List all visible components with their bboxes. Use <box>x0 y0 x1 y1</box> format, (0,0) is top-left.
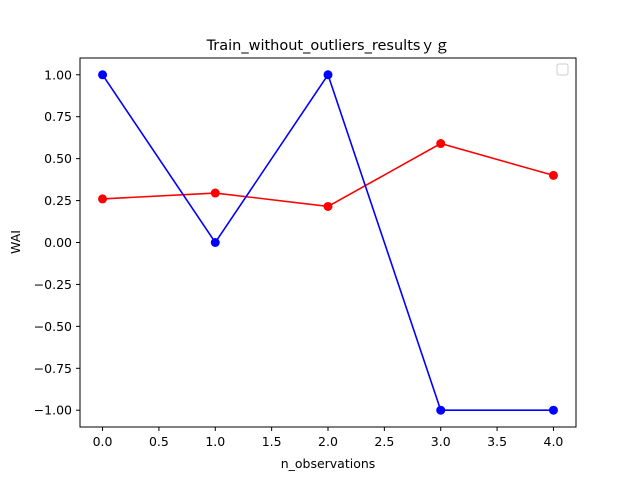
chart-title: Train_without_outliers_resultsｙｇ <box>206 38 450 54</box>
x-tick-label: 2.0 <box>318 434 338 449</box>
x-axis-label: n_observations <box>281 456 376 471</box>
series-0-point <box>98 194 108 204</box>
y-tick-label: 0.75 <box>44 109 72 124</box>
y-tick-label: −0.50 <box>34 319 72 334</box>
axes: 0.0 0.5 1.0 1.5 2.0 2.5 3.0 3.5 4.0 1.00 0.75 0.50 0… <box>34 57 577 449</box>
y-tick-label: 0.50 <box>44 151 72 166</box>
series-1-point <box>548 405 558 415</box>
y-tick-label: 1.00 <box>44 67 72 82</box>
legend-box <box>556 63 569 76</box>
y-tick-label: −0.25 <box>34 277 72 292</box>
series-0-point <box>548 170 558 180</box>
series-1-point <box>323 70 333 80</box>
x-tick-label: 1.5 <box>262 434 282 449</box>
series-0-point <box>436 139 446 149</box>
plot-area <box>98 70 558 415</box>
y-tick-label: −0.75 <box>34 361 72 376</box>
x-tick-label: 0.5 <box>149 434 169 449</box>
y-tick-label: 0.25 <box>44 193 72 208</box>
x-tick-label: 3.5 <box>487 434 507 449</box>
y-axis-label: WAI <box>8 230 23 254</box>
x-tick-label: 3.0 <box>431 434 451 449</box>
series-1-point <box>98 70 108 80</box>
x-tick-label: 1.0 <box>205 434 225 449</box>
series-1-point <box>436 405 446 415</box>
y-tick-label: −1.00 <box>34 403 72 418</box>
y-tick-label: 0.00 <box>44 235 72 250</box>
series-0-point <box>210 188 220 198</box>
series-1-point <box>210 238 220 247</box>
x-tick-label: 2.5 <box>374 434 394 449</box>
x-tick-label: 0.0 <box>93 434 113 449</box>
x-tick-label: 4.0 <box>544 434 564 449</box>
series-0-point <box>323 201 333 211</box>
